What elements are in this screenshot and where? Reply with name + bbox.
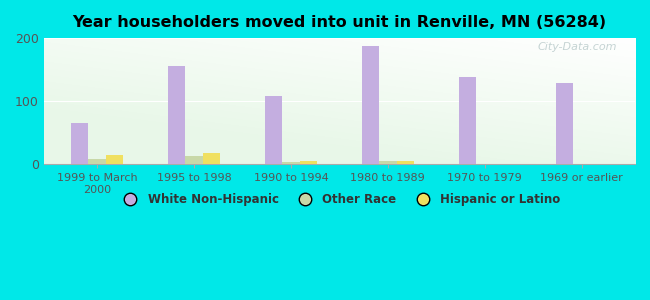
- Bar: [556, 83, 573, 164]
- Bar: [265, 96, 282, 164]
- Bar: [282, 162, 300, 164]
- Bar: [106, 155, 124, 164]
- Bar: [168, 66, 185, 164]
- Bar: [88, 159, 106, 164]
- Bar: [71, 123, 88, 164]
- Bar: [396, 161, 414, 164]
- Bar: [459, 77, 476, 164]
- Bar: [300, 161, 317, 164]
- Bar: [361, 46, 379, 164]
- Legend: White Non-Hispanic, Other Race, Hispanic or Latino: White Non-Hispanic, Other Race, Hispanic…: [114, 188, 566, 211]
- Bar: [203, 153, 220, 164]
- Bar: [379, 161, 396, 164]
- Title: Year householders moved into unit in Renville, MN (56284): Year householders moved into unit in Ren…: [72, 15, 606, 30]
- Text: City-Data.com: City-Data.com: [538, 42, 618, 52]
- Bar: [185, 156, 203, 164]
